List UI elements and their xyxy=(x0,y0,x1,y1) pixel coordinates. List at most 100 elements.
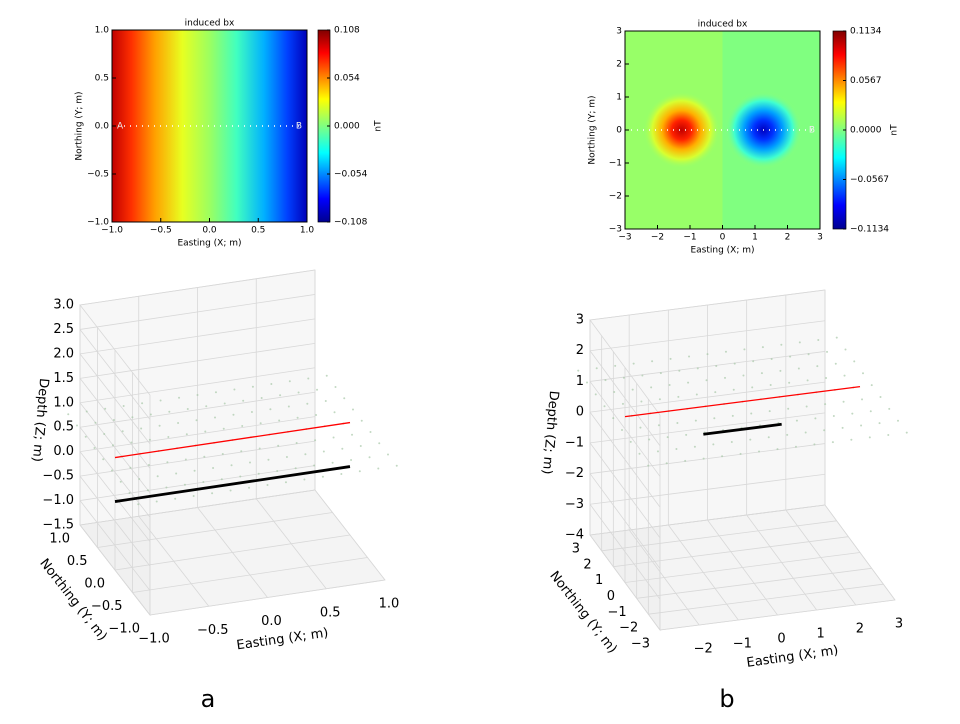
receiver-dot xyxy=(714,391,717,394)
y-tick-label: 0 xyxy=(616,126,622,136)
receiver-dot xyxy=(104,407,107,410)
receiver-dot xyxy=(230,464,233,467)
grid-line xyxy=(589,350,661,446)
grid-line xyxy=(589,504,661,600)
receiver-dot xyxy=(604,379,607,382)
grid-line xyxy=(624,552,861,583)
z-tick-label: 0.0 xyxy=(53,444,74,459)
receiver-dot xyxy=(156,475,159,478)
receiver-dot xyxy=(715,365,718,368)
receiver-dot xyxy=(284,481,287,484)
receiver-dot xyxy=(239,475,242,478)
receiver-dot xyxy=(687,381,690,384)
z-axis-label: Depth (Z; m) xyxy=(539,390,561,475)
x-tick-label: 2 xyxy=(785,233,791,243)
receiver-dot xyxy=(825,376,828,379)
receiver-dot xyxy=(824,403,827,406)
receiver-dot xyxy=(141,402,144,405)
receiver-dot xyxy=(279,394,282,397)
receiver-dot xyxy=(676,421,679,424)
receiver-dot xyxy=(211,492,214,495)
receiver-dot xyxy=(67,413,70,416)
receiver-dot xyxy=(677,395,680,398)
receiver-dot xyxy=(789,355,792,358)
x-tick-label: 1.0 xyxy=(379,597,400,612)
z-tick-label: 3 xyxy=(576,313,584,328)
x-tick-label: 0 xyxy=(777,632,785,647)
receiver-dot xyxy=(229,489,232,492)
receiver-dot xyxy=(360,419,363,422)
receiver-dot xyxy=(387,453,389,456)
receiver-dot xyxy=(165,486,168,489)
x-tick-label: −1.0 xyxy=(138,632,170,647)
receiver-dot xyxy=(706,353,709,356)
grid-line xyxy=(589,381,661,477)
x-tick-label: −2 xyxy=(651,233,664,243)
receiver-dot xyxy=(333,411,336,414)
receiver-dot xyxy=(665,462,668,465)
x-tick-label: −1 xyxy=(733,637,752,652)
grid-line xyxy=(79,475,151,567)
grid-line xyxy=(79,426,151,518)
annotation: A xyxy=(117,122,124,132)
receiver-dot xyxy=(85,410,88,413)
wire-line xyxy=(703,422,782,436)
receiver-dot xyxy=(739,452,742,455)
receiver-dot xyxy=(250,411,253,414)
receiver-dot xyxy=(334,386,337,389)
z-tick-label: −1.5 xyxy=(42,518,74,533)
receiver-dot xyxy=(138,478,141,481)
receiver-dot xyxy=(851,412,854,415)
receiver-dot xyxy=(675,448,678,451)
receiver-dot xyxy=(111,469,113,472)
grid-line xyxy=(79,416,316,453)
receiver-dot xyxy=(595,367,598,370)
receiver-dot xyxy=(768,410,771,413)
receiver-dot xyxy=(666,436,669,439)
receiver-dot xyxy=(175,472,178,475)
receiver-dot xyxy=(669,357,672,360)
receiver-dot xyxy=(270,383,273,386)
y-tick-label: 0.5 xyxy=(67,554,88,569)
colorbar-tick-label: 0.1134 xyxy=(850,27,882,37)
receiver-dot xyxy=(612,417,615,420)
receiver-dot xyxy=(603,405,606,408)
grid-line xyxy=(648,583,884,615)
receiver-dot xyxy=(776,448,779,451)
z-axis-label: Depth (Z; m) xyxy=(29,378,51,463)
receiver-dot xyxy=(84,435,87,438)
receiver-dot xyxy=(629,440,632,443)
receiver-dot xyxy=(834,362,837,365)
receiver-dot xyxy=(805,405,808,408)
receiver-dot xyxy=(294,467,297,470)
z-tick-label: −1 xyxy=(565,435,584,450)
receiver-dot xyxy=(721,455,724,458)
receiver-dot xyxy=(351,433,354,436)
receiver-dot xyxy=(860,424,863,427)
receiver-dot xyxy=(631,388,634,391)
receiver-dot xyxy=(897,419,899,422)
receiver-dot xyxy=(269,408,272,411)
receiver-dot xyxy=(166,461,169,464)
z-tick-label: 0 xyxy=(576,405,584,420)
receiver-dot xyxy=(233,388,236,391)
grid-line xyxy=(79,342,316,379)
receiver-dot xyxy=(751,386,754,389)
receiver-dot xyxy=(724,376,726,379)
receiver-dot xyxy=(121,430,124,433)
receiver-dot xyxy=(761,346,764,349)
grid-line xyxy=(79,451,151,542)
receiver-dot xyxy=(868,436,871,439)
wire-line xyxy=(114,465,351,503)
receiver-dot xyxy=(358,470,361,473)
receiver-dot xyxy=(183,483,186,486)
receiver-dot xyxy=(702,457,705,460)
grid-line xyxy=(79,524,151,616)
receiver-dot xyxy=(223,402,226,405)
receiver-dot xyxy=(694,419,697,422)
colorbar-tick-label: −0.108 xyxy=(334,218,368,228)
receiver-dot xyxy=(248,486,251,489)
grid-line xyxy=(79,402,151,494)
grid-line xyxy=(589,504,826,536)
receiver-dot xyxy=(850,438,853,441)
